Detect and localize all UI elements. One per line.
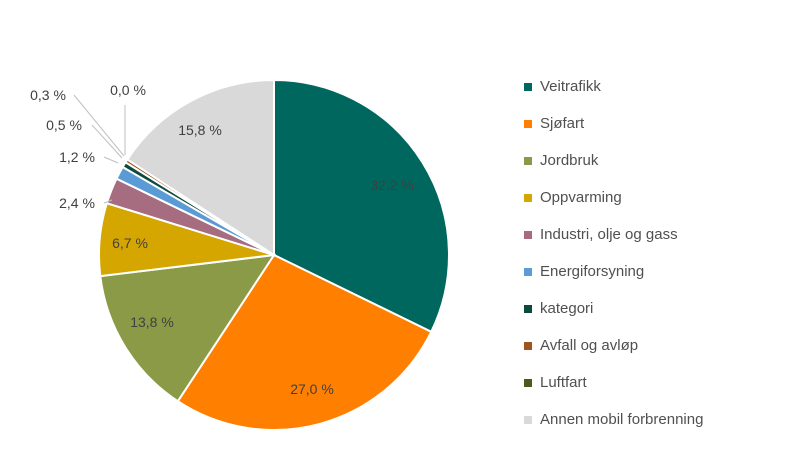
leader-line-energiforsyning (103, 156, 119, 164)
legend-swatch (524, 267, 532, 276)
data-label-veitrafikk: 32,2 % (370, 177, 414, 193)
data-label-kategori: 0,5 % (46, 117, 82, 133)
legend-label: Oppvarming (540, 189, 622, 206)
legend-label: Avfall og avløp (540, 337, 639, 354)
legend-item-industri-olje-og-gass: Industri, olje og gass (524, 216, 703, 253)
leader-line-kategori (91, 124, 123, 159)
legend-swatch (524, 156, 532, 165)
legend: Veitrafikk Sjøfart Jordbruk Oppvarming Indus… (524, 68, 703, 438)
legend-swatch (524, 341, 532, 350)
data-label-luftfart: 0,0 % (110, 82, 146, 98)
legend-item-sj-fart: Sjøfart (524, 105, 703, 142)
leader-line-industri-olje-og-gass (103, 199, 113, 204)
pie-slice-sj-fart (176, 253, 433, 431)
legend-item-annen-mobil-forbrenning: Annen mobil forbrenning (524, 401, 703, 438)
legend-label: Annen mobil forbrenning (540, 411, 704, 428)
data-label-industri-olje-og-gass: 2,4 % (59, 195, 95, 211)
legend-label: Jordbruk (540, 152, 599, 169)
legend-item-oppvarming: Oppvarming (524, 179, 703, 216)
legend-item-kategori: kategori (524, 290, 703, 327)
legend-swatch (524, 82, 532, 91)
legend-label: kategori (540, 300, 594, 317)
legend-swatch (524, 230, 532, 239)
legend-swatch (524, 415, 532, 424)
legend-swatch (524, 193, 532, 202)
data-label-annen-mobil-forbrenning: 15,8 % (178, 122, 222, 138)
legend-swatch (524, 119, 532, 128)
legend-item-energiforsyning: Energiforsyning (524, 253, 703, 290)
legend-item-jordbruk: Jordbruk (524, 142, 703, 179)
legend-swatch (524, 378, 532, 387)
legend-label: Industri, olje og gass (540, 226, 678, 243)
leader-line-avfall-og-avl-p (73, 94, 125, 157)
legend-label: Luftfart (540, 374, 587, 391)
data-label-sj-fart: 27,0 % (290, 381, 334, 397)
data-label-energiforsyning: 1,2 % (59, 149, 95, 165)
legend-swatch (524, 304, 532, 313)
data-label-avfall-og-avl-p: 0,3 % (30, 87, 66, 103)
legend-item-avfall-og-avl-p: Avfall og avløp (524, 327, 703, 364)
legend-item-veitrafikk: Veitrafikk (524, 68, 703, 105)
pie-slice-veitrafikk (273, 78, 450, 334)
data-label-jordbruk: 13,8 % (130, 314, 174, 330)
legend-label: Sjøfart (540, 115, 585, 132)
data-label-oppvarming: 6,7 % (112, 235, 148, 251)
pie-slice-annen-mobil-forbrenning (125, 78, 275, 257)
legend-label: Veitrafikk (540, 78, 601, 95)
legend-label: Energiforsyning (540, 263, 645, 280)
pie-slice-jordbruk (99, 253, 277, 403)
legend-item-luftfart: Luftfart (524, 364, 703, 401)
